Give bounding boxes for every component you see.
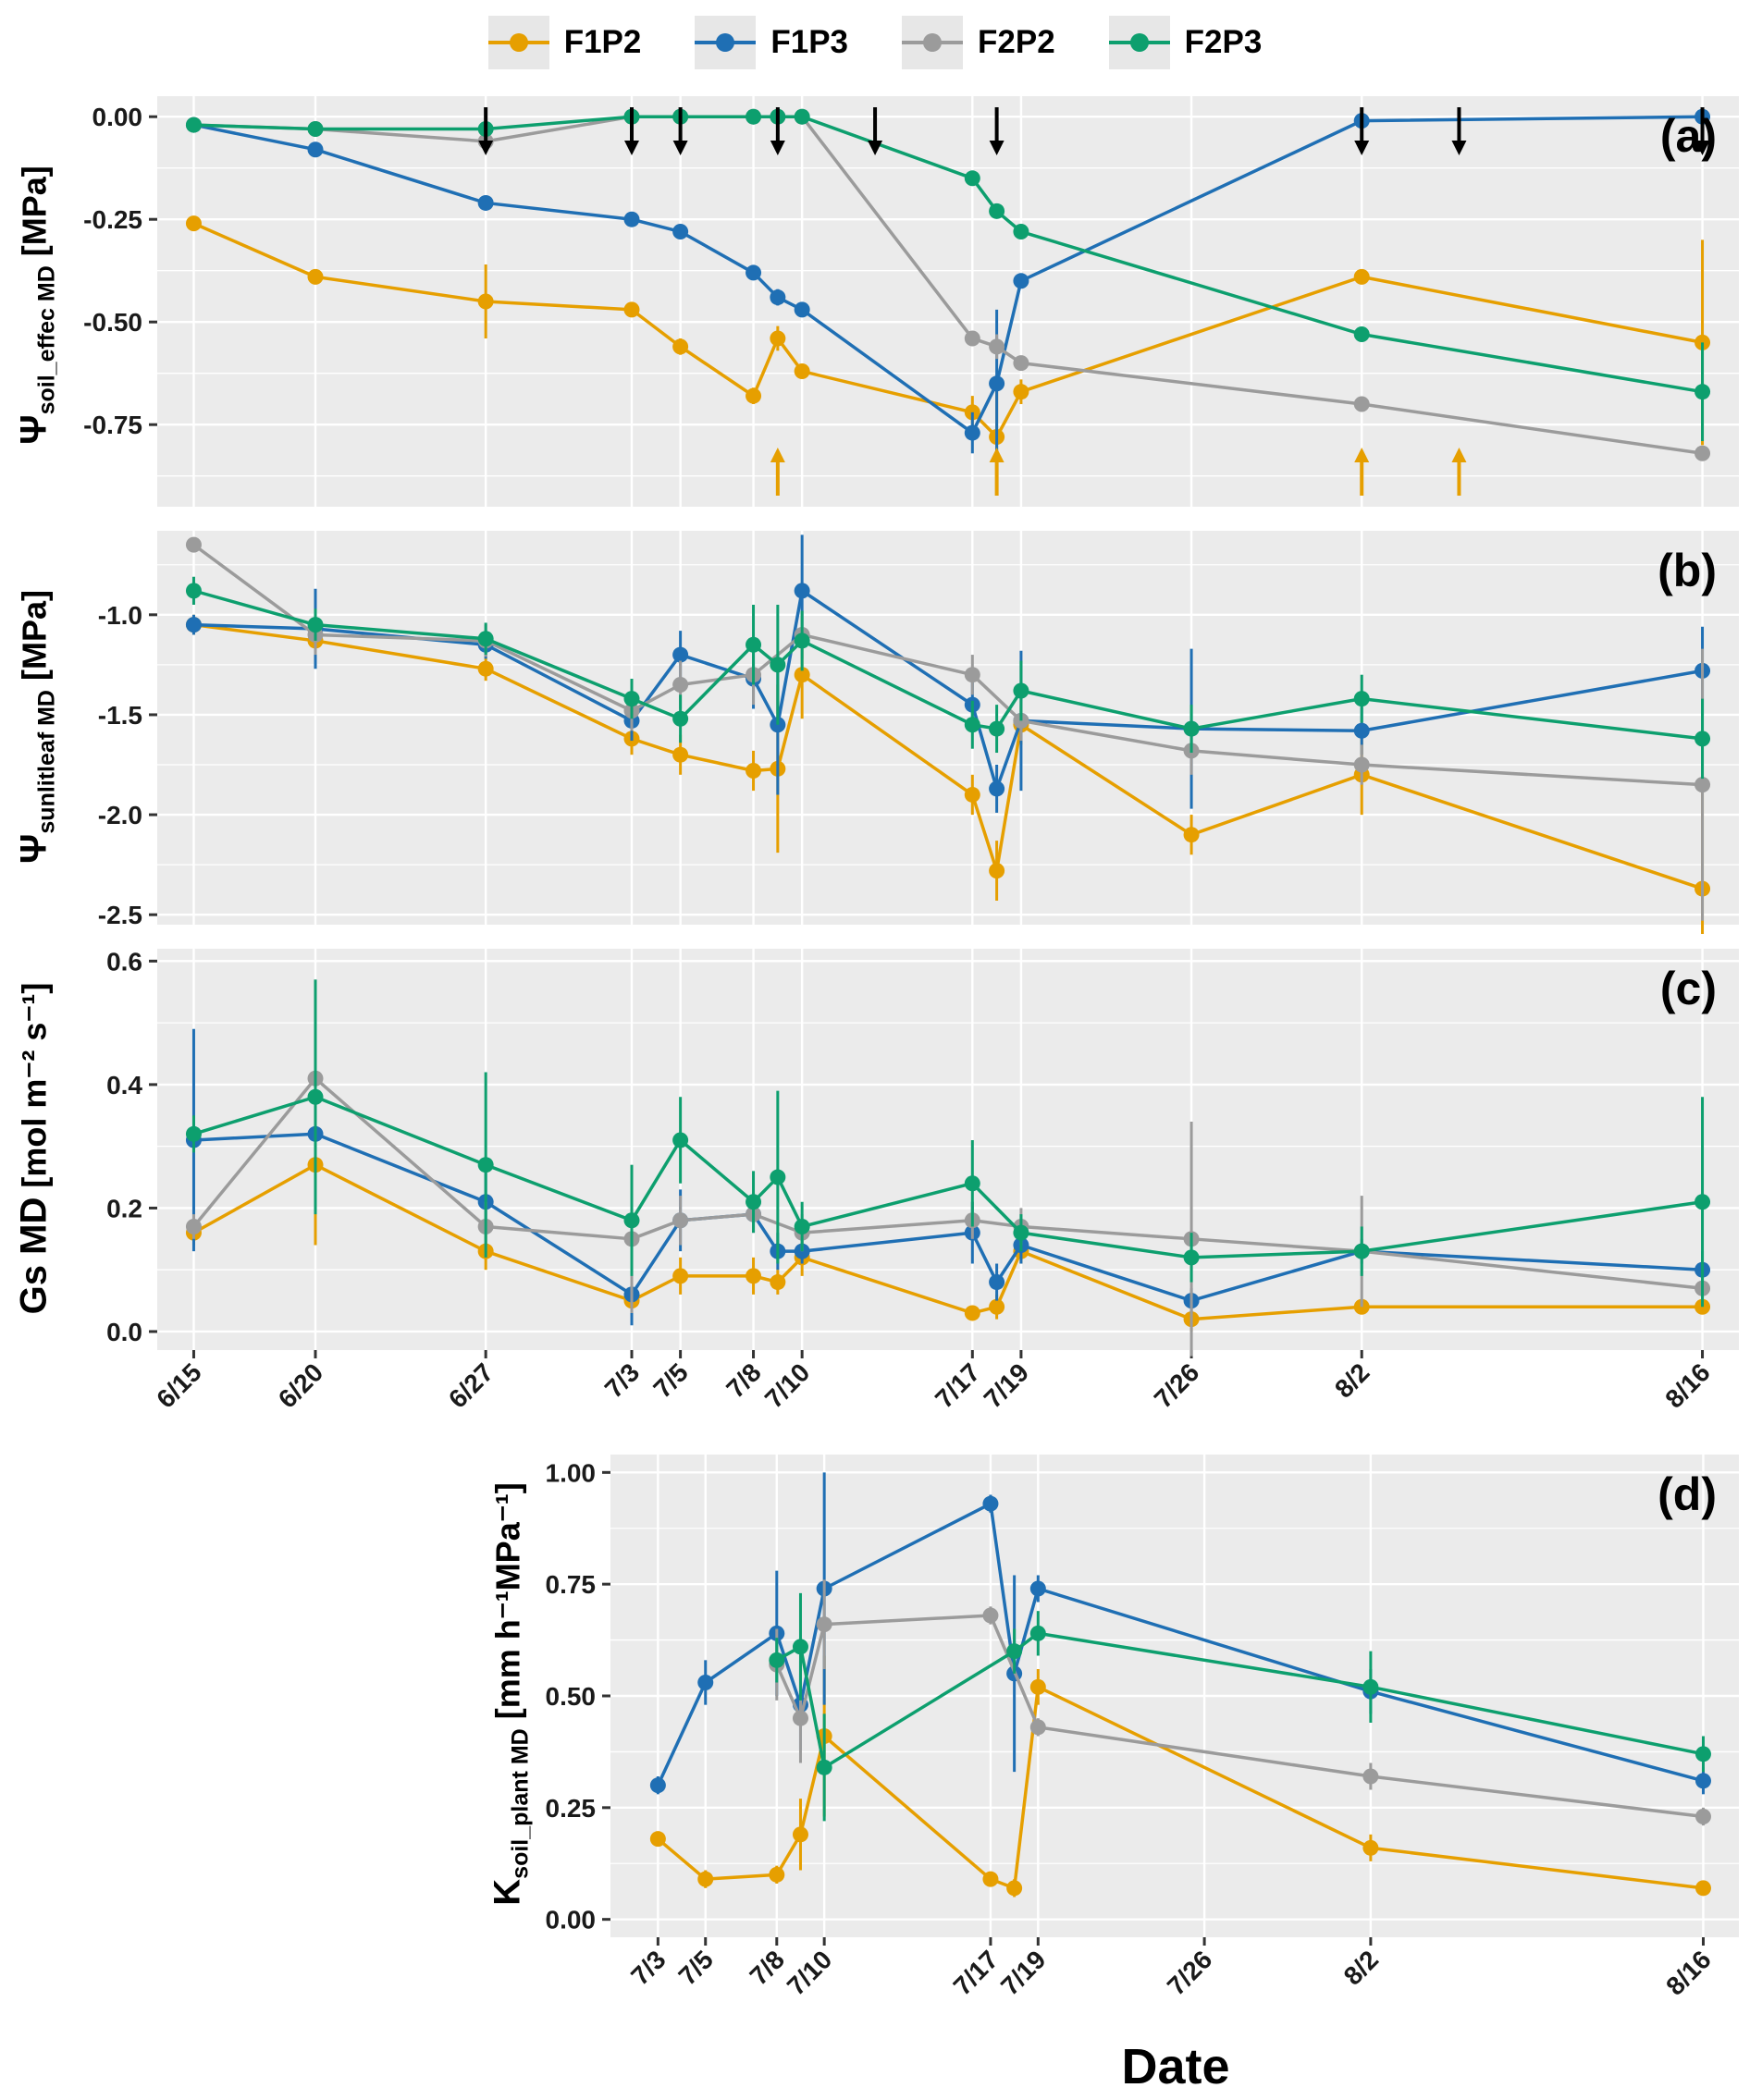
svg-text:0.50: 0.50 — [546, 1682, 597, 1711]
svg-text:0.4: 0.4 — [106, 1071, 142, 1099]
svg-text:7/10: 7/10 — [782, 1945, 837, 2000]
svg-text:7/3: 7/3 — [599, 1357, 645, 1403]
legend-key-icon — [487, 16, 549, 69]
x-axis-title: Date — [1121, 2039, 1230, 2094]
legend-label: F2P3 — [1184, 24, 1263, 60]
legend: F1P2 F1P3 F2P2 F2P3 — [0, 7, 1750, 78]
svg-text:7/26: 7/26 — [1162, 1945, 1217, 2000]
svg-text:7/3: 7/3 — [625, 1945, 671, 1990]
svg-text:8/16: 8/16 — [1659, 1357, 1715, 1413]
svg-text:(d): (d) — [1658, 1468, 1717, 1520]
svg-text:-1.5: -1.5 — [98, 701, 142, 730]
svg-text:-0.25: -0.25 — [83, 205, 142, 234]
panel-d-chart: 0.00 0.25 0.50 0.75 1.00 7/3 7/5 7/87/10 7/177/1… — [546, 1455, 1739, 2001]
svg-text:0.25: 0.25 — [546, 1794, 597, 1823]
legend-key-icon — [695, 16, 757, 69]
svg-text:(b): (b) — [1658, 545, 1717, 596]
svg-text:(c): (c) — [1660, 963, 1717, 1014]
svg-text:7/26: 7/26 — [1149, 1357, 1204, 1413]
svg-text:6/20: 6/20 — [273, 1357, 328, 1413]
svg-text:0.00: 0.00 — [546, 1906, 597, 1934]
svg-text:7/10: 7/10 — [759, 1357, 815, 1413]
svg-text:-1.0: -1.0 — [98, 601, 142, 630]
legend-label: F1P3 — [770, 24, 848, 60]
svg-text:7/5: 7/5 — [647, 1357, 693, 1403]
svg-text:7/5: 7/5 — [673, 1945, 719, 1990]
svg-text:7/19: 7/19 — [995, 1945, 1051, 2000]
panel-b-chart: -1.0 -1.5 -2.0 -2.5 (b) — [98, 531, 1739, 934]
svg-text:-2.0: -2.0 — [98, 801, 142, 829]
svg-text:0.2: 0.2 — [106, 1194, 142, 1222]
svg-text:7/17: 7/17 — [948, 1945, 1004, 2000]
svg-text:7/17: 7/17 — [930, 1357, 985, 1413]
legend-item-F1P3: F1P3 — [695, 16, 848, 69]
legend-item-F2P3: F2P3 — [1108, 16, 1263, 69]
svg-text:-0.75: -0.75 — [83, 411, 142, 439]
panel-c-chart: 0.0 0.2 0.4 0.6 6/15 6/20 6/27 7/3 7/5 7/87/10 7/1… — [106, 947, 1739, 1414]
svg-text:-0.50: -0.50 — [83, 308, 142, 337]
svg-text:0.75: 0.75 — [546, 1570, 597, 1599]
svg-text:7/19: 7/19 — [979, 1357, 1034, 1413]
legend-key-icon — [902, 16, 963, 69]
svg-text:8/2: 8/2 — [1338, 1945, 1384, 1990]
legend-label: F1P2 — [563, 24, 642, 60]
svg-text:6/15: 6/15 — [151, 1357, 206, 1413]
svg-text:(a): (a) — [1660, 110, 1717, 162]
legend-key-icon — [1108, 16, 1170, 69]
svg-text:8/16: 8/16 — [1660, 1945, 1716, 2000]
svg-text:0.0: 0.0 — [106, 1318, 142, 1346]
svg-text:7/8: 7/8 — [721, 1357, 766, 1403]
svg-text:8/2: 8/2 — [1329, 1357, 1374, 1403]
svg-text:1.00: 1.00 — [546, 1458, 597, 1487]
svg-text:6/27: 6/27 — [443, 1357, 499, 1413]
svg-text:0.00: 0.00 — [92, 103, 143, 131]
legend-item-F2P2: F2P2 — [902, 16, 1055, 69]
svg-text:7/8: 7/8 — [745, 1945, 790, 1990]
legend-item-F1P2: F1P2 — [487, 16, 642, 69]
legend-label: F2P2 — [978, 24, 1055, 60]
panel-a-chart: 0.00 -0.25 -0.50 -0.75 (a) — [83, 96, 1739, 507]
svg-text:-2.5: -2.5 — [98, 901, 142, 929]
svg-text:0.6: 0.6 — [106, 947, 142, 976]
